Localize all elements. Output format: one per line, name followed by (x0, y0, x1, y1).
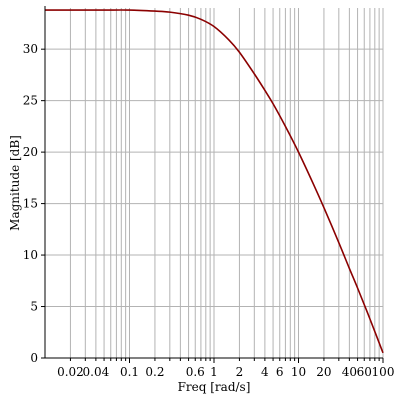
x-axis-title: Freq [rad/s] (178, 380, 251, 394)
y-tick-label: 20 (23, 145, 38, 159)
y-tick-label: 30 (23, 42, 38, 56)
y-tick-label: 0 (30, 351, 38, 365)
x-tick-label: 0.6 (186, 365, 205, 379)
x-tick-label: 10 (291, 365, 306, 379)
magnitude-series-line (44, 9, 384, 354)
axes (41, 6, 384, 363)
x-tick-label: 60 (357, 365, 372, 379)
y-tick-label: 5 (30, 300, 38, 314)
x-tick-label: 6 (276, 365, 284, 379)
x-tick-label: 1 (210, 365, 218, 379)
y-tick-label: 10 (23, 248, 38, 262)
y-axis-title: Magnitude [dB] (8, 135, 22, 231)
y-tick-label: 25 (23, 94, 38, 108)
x-tick-label: 0.04 (83, 365, 110, 379)
y-tick-label: 15 (23, 197, 38, 211)
x-tick-label: 40 (342, 365, 357, 379)
x-tick-label: 100 (372, 365, 395, 379)
x-tick-label: 2 (236, 365, 244, 379)
x-tick-label: 0.02 (57, 365, 84, 379)
x-tick-label: 20 (316, 365, 331, 379)
series-layer (44, 9, 384, 354)
x-tick-label: 0.1 (120, 365, 139, 379)
x-tick-label: 4 (261, 365, 269, 379)
x-tick-label: 0.2 (145, 365, 164, 379)
grid-lines (45, 8, 384, 358)
tick-labels: 0 5 10 15 20 25 30 0.020.04 0.1 0.2 0.6 1 2 4 6 10 20 40 6… (23, 42, 395, 379)
